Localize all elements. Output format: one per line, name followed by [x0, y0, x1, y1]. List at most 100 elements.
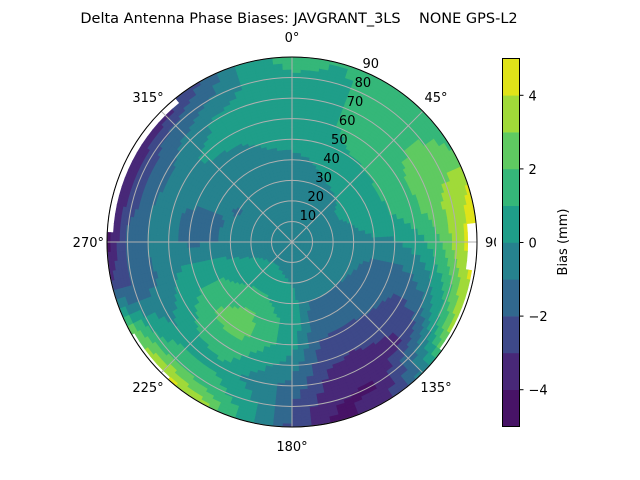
contour-cell [291, 152, 297, 157]
contour-cell [291, 398, 301, 403]
contour-cell [291, 306, 296, 311]
contour-cell [463, 250, 468, 261]
contour-cell [402, 241, 407, 249]
contour-cell [282, 407, 293, 412]
contour-cell [427, 241, 432, 250]
contour-cell [291, 401, 301, 406]
contour-cell [291, 330, 298, 335]
contour-cell [430, 234, 435, 243]
contour-cell [291, 395, 301, 400]
contour-cell [390, 236, 395, 243]
contour-cell [291, 146, 298, 150]
contour-cell [291, 155, 297, 160]
contour-cell [340, 236, 345, 240]
contour-cell [294, 290, 298, 295]
contour-cell [368, 237, 373, 243]
contour-cell [291, 109, 300, 113]
contour-cell [286, 337, 293, 341]
contour-cell [291, 124, 299, 129]
contour-cell [464, 232, 469, 243]
contour-cell [291, 84, 301, 89]
contour-cell [286, 346, 293, 351]
contour-cell [291, 324, 297, 329]
contour-cell [291, 102, 300, 107]
contour-cell [291, 81, 301, 86]
contour-cell [291, 389, 301, 394]
contour-cell [287, 315, 293, 320]
contour-cell [291, 121, 299, 126]
contour-field [106, 56, 477, 428]
contour-cell [374, 237, 379, 243]
contour-cell [291, 318, 297, 323]
contour-cell [291, 367, 300, 372]
contour-cell [362, 241, 367, 247]
contour-cell [284, 374, 293, 378]
contour-cell [356, 238, 361, 243]
contour-cell [291, 377, 300, 382]
contour-cell [399, 235, 404, 243]
contour-cell [286, 334, 293, 338]
contour-cell [396, 241, 401, 248]
contour-cell [291, 352, 299, 357]
contour-cell [421, 234, 425, 243]
contour-cell [291, 355, 299, 360]
contour-cell [365, 237, 370, 243]
contour-cell [380, 236, 385, 243]
contour-cell [399, 241, 404, 249]
contour-cell [286, 330, 293, 335]
contour-cell [291, 386, 301, 391]
contour-cell [283, 395, 293, 400]
contour-cell [439, 241, 444, 251]
contour-cell [284, 367, 293, 372]
contour-cell [291, 337, 298, 341]
contour-cell [284, 377, 293, 382]
contour-cell [464, 241, 469, 252]
contour-cell [359, 237, 364, 243]
contour-cell [291, 315, 297, 320]
contour-cell [294, 293, 299, 298]
contour-cell [291, 90, 301, 95]
contour-cell [457, 232, 462, 243]
contour-cell [424, 241, 428, 250]
contour-cell [291, 392, 301, 397]
contour-cell [387, 241, 391, 248]
contour-cell [439, 233, 444, 243]
contour-cell [356, 241, 361, 246]
contour-cell [291, 164, 297, 169]
contour-cell [427, 234, 432, 243]
contour-cell [291, 78, 301, 83]
contour-cell [291, 312, 297, 317]
contour-cell [291, 374, 300, 378]
contour-cell [368, 241, 373, 247]
contour-cell [457, 241, 462, 252]
contour-cell [285, 352, 293, 357]
contour-cell [343, 235, 348, 240]
contour-cell [436, 233, 441, 243]
contour-cell [291, 106, 300, 110]
contour-cell [377, 237, 382, 243]
contour-cell [286, 340, 293, 345]
contour-cell [445, 241, 450, 251]
contour-cell [374, 241, 379, 247]
contour-cell [291, 143, 298, 147]
contour-cell [284, 380, 293, 385]
contour-cell [396, 236, 401, 243]
contour-cell [291, 309, 297, 314]
contour-cell [390, 241, 395, 248]
contour-cell [287, 327, 293, 332]
contour-cell [451, 241, 456, 251]
contour-cell [283, 386, 293, 391]
contour-cell [387, 236, 391, 243]
contour-cell [451, 233, 456, 243]
contour-cell [285, 355, 293, 360]
contour-cell [291, 371, 300, 375]
contour-cell [448, 241, 453, 251]
contour-cell [291, 170, 297, 175]
chart-title: Delta Antenna Phase Biases: JAVGRANT_3LS… [80, 11, 517, 27]
contour-cell [365, 241, 370, 247]
contour-cell [291, 167, 297, 172]
contour-cell [287, 309, 293, 314]
contour-cell [284, 371, 293, 375]
contour-cell [380, 241, 385, 248]
contour-cell [283, 392, 293, 397]
